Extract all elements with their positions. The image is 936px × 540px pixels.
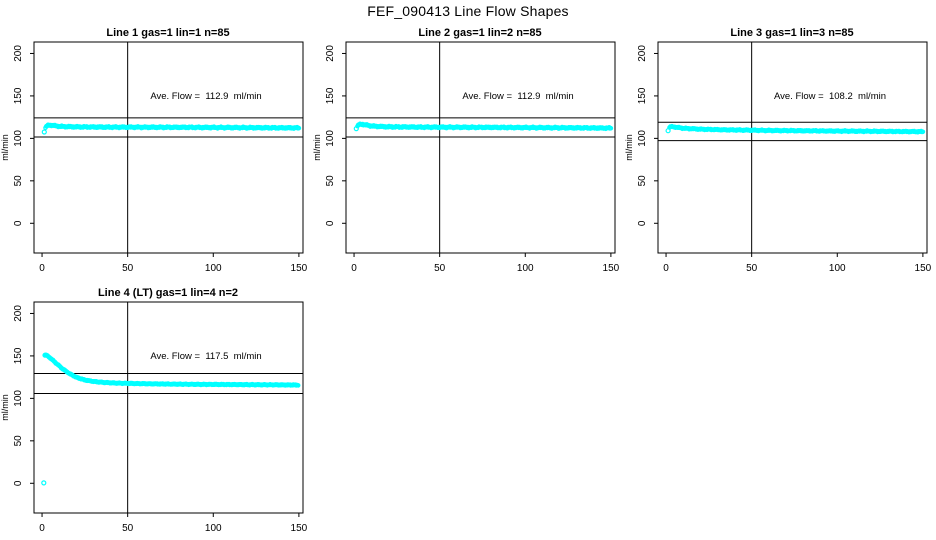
x-tick-label: 0 xyxy=(39,523,45,534)
y-tick-label: 150 xyxy=(13,87,24,104)
y-axis-label: ml/min xyxy=(624,134,634,161)
data-points-group xyxy=(665,123,926,135)
panel-title: Line 4 (LT) gas=1 lin=4 n=2 xyxy=(98,287,238,299)
panel-title: Line 1 gas=1 lin=1 n=85 xyxy=(106,27,229,39)
isolated-data-point xyxy=(665,128,671,134)
x-tick-label: 150 xyxy=(291,263,308,274)
panel-4-plot-svg: Line 4 (LT) gas=1 lin=4 n=2 0 50 100 150 0 50… xyxy=(0,287,308,534)
x-tick-label: 0 xyxy=(39,263,45,274)
x-tick-label: 0 xyxy=(663,263,669,274)
x-tick-label: 150 xyxy=(603,263,620,274)
y-tick-label: 200 xyxy=(13,45,24,62)
x-tick-label: 100 xyxy=(517,263,534,274)
y-tick-label: 150 xyxy=(637,87,648,104)
panel-title: Line 3 gas=1 lin=3 n=85 xyxy=(730,27,853,39)
x-tick-label: 100 xyxy=(829,263,846,274)
y-axis-label: ml/min xyxy=(0,394,10,421)
panel-2-plot-svg: Line 2 gas=1 lin=2 n=85 0 50 100 150 0 50 100 1… xyxy=(312,27,620,274)
x-tick-label: 0 xyxy=(351,263,357,274)
y-tick-label: 200 xyxy=(325,45,336,62)
axes-group: 0 50 100 150 0 50 100 150 200 ml/min xyxy=(312,41,620,274)
data-points-group xyxy=(353,121,614,132)
axes-group: 0 50 100 150 0 50 100 150 200 ml/min xyxy=(0,301,308,534)
y-tick-label: 50 xyxy=(13,175,24,187)
y-tick-label: 150 xyxy=(13,347,24,364)
y-tick-label: 50 xyxy=(637,175,648,187)
y-tick-label: 0 xyxy=(13,480,24,486)
y-tick-label: 0 xyxy=(13,220,24,226)
y-tick-label: 50 xyxy=(325,175,336,187)
y-tick-label: 0 xyxy=(325,220,336,226)
reference-lines-group xyxy=(346,42,615,253)
panel-line-4: Line 4 (LT) gas=1 lin=4 n=2 0 50 100 150 0 50… xyxy=(0,285,312,540)
panel-line-1: Line 1 gas=1 lin=1 n=85 0 50 100 150 0 50 100 1… xyxy=(0,25,312,280)
x-tick-label: 100 xyxy=(205,523,222,534)
reference-lines-group xyxy=(658,42,927,253)
y-tick-label: 50 xyxy=(13,435,24,447)
x-tick-label: 150 xyxy=(915,263,932,274)
y-tick-label: 200 xyxy=(13,305,24,322)
panel-line-3: Line 3 gas=1 lin=3 n=85 0 50 100 150 0 50 100 1… xyxy=(624,25,936,280)
panel-1-plot-svg: Line 1 gas=1 lin=1 n=85 0 50 100 150 0 50 100 1… xyxy=(0,27,308,274)
x-tick-label: 50 xyxy=(746,263,758,274)
x-tick-label: 50 xyxy=(122,263,134,274)
y-tick-label: 100 xyxy=(13,390,24,407)
reference-lines-group xyxy=(34,42,303,253)
x-tick-label: 50 xyxy=(122,523,134,534)
x-tick-label: 50 xyxy=(434,263,446,274)
reference-lines-group xyxy=(34,302,303,513)
y-tick-label: 150 xyxy=(325,87,336,104)
y-tick-label: 200 xyxy=(637,45,648,62)
y-tick-label: 0 xyxy=(637,220,648,226)
y-tick-label: 100 xyxy=(637,130,648,147)
isolated-data-point xyxy=(353,125,359,132)
x-tick-label: 100 xyxy=(205,263,222,274)
isolated-data-point xyxy=(41,129,47,135)
ave-flow-annotation: Ave. Flow = 112.9 ml/min xyxy=(150,91,261,102)
axes-group: 0 50 100 150 0 50 100 150 200 ml/min xyxy=(0,41,308,274)
figure-title: FEF_090413 Line Flow Shapes xyxy=(367,3,569,19)
ave-flow-annotation: Ave. Flow = 108.2 ml/min xyxy=(774,91,886,102)
x-tick-label: 150 xyxy=(291,523,308,534)
panel-line-2: Line 2 gas=1 lin=2 n=85 0 50 100 150 0 50 100 1… xyxy=(312,25,624,280)
ave-flow-annotation: Ave. Flow = 117.5 ml/min xyxy=(150,351,261,362)
axes-group: 0 50 100 150 0 50 100 150 200 ml/min xyxy=(624,41,932,274)
y-tick-label: 100 xyxy=(325,130,336,147)
data-points-group xyxy=(41,122,302,135)
data-points-group xyxy=(41,352,301,486)
y-tick-label: 100 xyxy=(13,130,24,147)
ave-flow-annotation: Ave. Flow = 112.9 ml/min xyxy=(462,91,573,102)
panel-3-plot-svg: Line 3 gas=1 lin=3 n=85 0 50 100 150 0 50 100 1… xyxy=(624,27,932,274)
y-axis-label: ml/min xyxy=(312,134,322,161)
isolated-data-point xyxy=(41,480,47,486)
panel-title: Line 2 gas=1 lin=2 n=85 xyxy=(418,27,541,39)
y-axis-label: ml/min xyxy=(0,134,10,161)
isolated-data-point xyxy=(42,352,48,358)
